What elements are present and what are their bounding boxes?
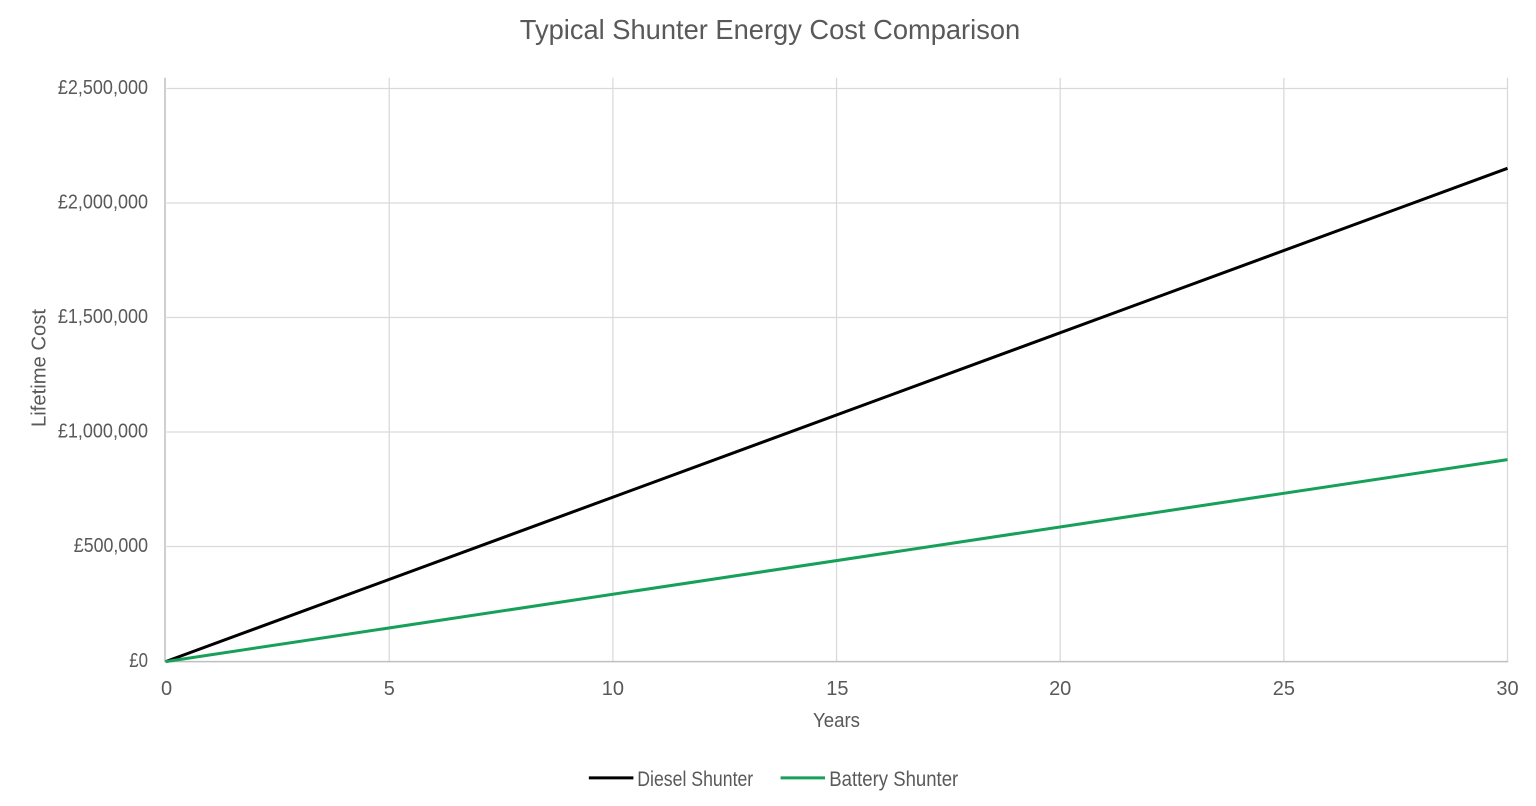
svg-text:10: 10 — [602, 678, 624, 700]
svg-text:Diesel Shunter: Diesel Shunter — [637, 768, 753, 791]
svg-text:Years: Years — [813, 710, 860, 732]
svg-text:30: 30 — [1496, 678, 1518, 700]
svg-text:£2,500,000: £2,500,000 — [58, 77, 148, 99]
svg-text:Battery Shunter: Battery Shunter — [829, 768, 958, 791]
svg-text:£0: £0 — [129, 650, 148, 672]
svg-text:20: 20 — [1049, 678, 1071, 700]
svg-text:£2,000,000: £2,000,000 — [58, 192, 148, 214]
svg-text:£1,500,000: £1,500,000 — [58, 306, 148, 328]
svg-text:0: 0 — [161, 678, 172, 700]
svg-text:25: 25 — [1273, 678, 1295, 700]
svg-text:15: 15 — [826, 678, 848, 700]
svg-text:5: 5 — [384, 678, 395, 700]
svg-text:£1,000,000: £1,000,000 — [58, 421, 148, 443]
svg-text:£500,000: £500,000 — [74, 535, 148, 557]
svg-text:Typical Shunter Energy Cost Co: Typical Shunter Energy Cost Comparison — [520, 14, 1020, 45]
svg-text:Lifetime Cost: Lifetime Cost — [29, 309, 51, 427]
